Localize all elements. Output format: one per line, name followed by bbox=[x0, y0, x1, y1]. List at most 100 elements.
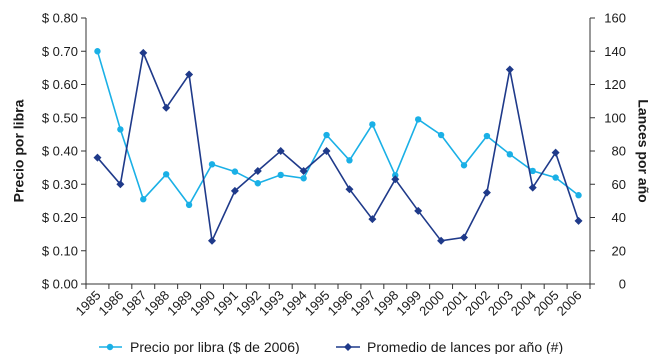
price-point bbox=[231, 168, 239, 175]
x-tick-label: 2006 bbox=[554, 288, 585, 319]
sets-point bbox=[437, 236, 446, 245]
legend-item-price: Precio por libra ($ de 2006) bbox=[99, 339, 300, 354]
x-tick-label: 2001 bbox=[439, 288, 470, 319]
x-tick-label: 1998 bbox=[370, 288, 401, 319]
x-tick-label: 2000 bbox=[416, 288, 447, 319]
x-tick-label: 1994 bbox=[279, 288, 310, 319]
price-point bbox=[94, 48, 101, 55]
sets-point bbox=[460, 233, 468, 242]
x-tick-label: 1989 bbox=[164, 288, 195, 319]
price-point bbox=[140, 196, 147, 203]
sets-point bbox=[368, 215, 377, 224]
x-tick-label: 1999 bbox=[393, 288, 424, 319]
x-tick-label: 1993 bbox=[256, 288, 287, 319]
price-point bbox=[575, 192, 582, 199]
legend-sets-marker bbox=[344, 343, 352, 351]
price-point bbox=[117, 126, 124, 133]
right-tick-label: 0 bbox=[619, 277, 626, 292]
price-point bbox=[483, 132, 491, 140]
price-point bbox=[162, 171, 170, 178]
price-point bbox=[369, 121, 376, 128]
sets-point bbox=[230, 186, 239, 195]
x-tick-label: 1992 bbox=[233, 288, 264, 319]
series-layer bbox=[93, 48, 583, 245]
right-axis-title: Lances por año bbox=[635, 99, 651, 202]
legend: Precio por libra ($ de 2006) Promedio de… bbox=[99, 339, 563, 354]
series-price bbox=[94, 48, 582, 209]
right-tick-label: 140 bbox=[604, 44, 626, 59]
x-tick-label: 1988 bbox=[141, 288, 172, 319]
x-tick-label: 2004 bbox=[508, 288, 539, 319]
x-tick-label: 1986 bbox=[95, 288, 126, 319]
x-tick-label: 1985 bbox=[73, 288, 104, 319]
left-tick-label: $ 0.00 bbox=[42, 277, 78, 292]
right-tick-label: 40 bbox=[612, 210, 626, 225]
x-tick-label: 1997 bbox=[347, 288, 378, 319]
x-tick-label: 2005 bbox=[531, 288, 562, 319]
price-point bbox=[323, 131, 330, 139]
right-tick-label: 60 bbox=[612, 177, 626, 192]
sets-point bbox=[162, 103, 171, 112]
x-tick-label: 2003 bbox=[485, 288, 516, 319]
sets-point bbox=[208, 236, 216, 245]
price-point bbox=[506, 151, 514, 158]
series-sets bbox=[93, 48, 583, 245]
left-tick-label: $ 0.60 bbox=[42, 77, 78, 92]
price-point bbox=[208, 161, 216, 168]
left-tick-label: $ 0.50 bbox=[42, 110, 78, 125]
price-point bbox=[185, 201, 193, 209]
legend-price-label: Precio por libra ($ de 2006) bbox=[130, 339, 300, 354]
sets-point bbox=[322, 147, 331, 155]
x-axis-ticks: 1985198619871988198919901991199219931994… bbox=[73, 284, 591, 319]
sets-point bbox=[551, 148, 560, 157]
sets-point bbox=[276, 147, 285, 155]
right-tick-label: 20 bbox=[612, 243, 626, 258]
x-tick-label: 1987 bbox=[118, 288, 149, 319]
x-tick-label: 1991 bbox=[210, 288, 241, 319]
price-point bbox=[437, 131, 445, 139]
price-point bbox=[300, 175, 307, 182]
right-tick-label: 80 bbox=[612, 144, 626, 159]
left-tick-label: $ 0.10 bbox=[42, 243, 78, 258]
left-tick-label: $ 0.20 bbox=[42, 210, 78, 225]
left-tick-label: $ 0.40 bbox=[42, 144, 78, 159]
sets-point bbox=[574, 216, 583, 225]
price-line bbox=[96, 51, 579, 207]
x-tick-label: 1996 bbox=[325, 288, 356, 319]
sets-point bbox=[414, 206, 423, 215]
sets-point bbox=[505, 65, 514, 74]
sets-point bbox=[299, 166, 308, 175]
left-axis-ticks: $ 0.00 $ 0.10 $ 0.20 $ 0.30 $ 0.40 $ 0.50 $ 0.… bbox=[42, 11, 86, 292]
price-point bbox=[552, 174, 559, 181]
sets-point bbox=[116, 180, 125, 189]
x-tick-label: 1995 bbox=[302, 288, 333, 319]
sets-point bbox=[93, 153, 102, 162]
x-tick-label: 1990 bbox=[187, 288, 218, 319]
right-axis-ticks: 0 20 40 60 80 100 120 140 160 bbox=[590, 11, 626, 292]
right-tick-label: 120 bbox=[604, 77, 626, 92]
sets-line bbox=[96, 50, 580, 244]
left-tick-label: $ 0.70 bbox=[42, 44, 78, 59]
sets-point bbox=[139, 48, 148, 57]
sets-point bbox=[253, 166, 262, 175]
left-tick-label: $ 0.30 bbox=[42, 177, 78, 192]
axes bbox=[85, 18, 591, 285]
price-point bbox=[529, 167, 536, 175]
price-point bbox=[346, 157, 353, 164]
left-axis-title: Precio por libra bbox=[11, 99, 27, 202]
sets-point bbox=[345, 185, 354, 194]
sets-point bbox=[185, 70, 194, 79]
price-point bbox=[414, 116, 422, 123]
right-tick-label: 100 bbox=[604, 110, 626, 125]
legend-sets-label: Promedio de lances por año (#) bbox=[367, 339, 563, 354]
price-point bbox=[277, 171, 284, 179]
price-point bbox=[460, 162, 468, 169]
legend-item-sets: Promedio de lances por año (#) bbox=[336, 339, 563, 354]
left-tick-label: $ 0.80 bbox=[42, 11, 78, 26]
legend-price-marker bbox=[106, 343, 114, 351]
sets-point bbox=[482, 188, 491, 197]
price-point bbox=[254, 180, 262, 187]
sets-point bbox=[528, 183, 537, 192]
sets-point bbox=[391, 175, 400, 184]
